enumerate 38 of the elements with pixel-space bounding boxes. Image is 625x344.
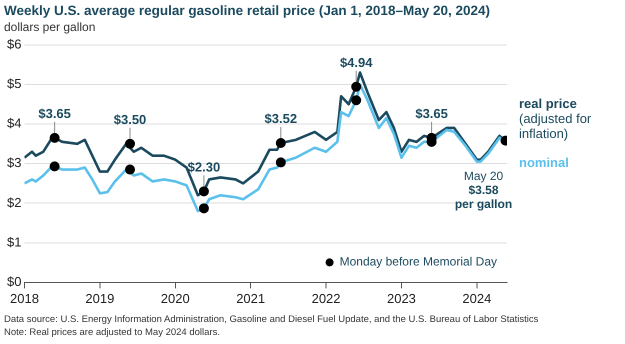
point [198,186,209,196]
point [276,138,286,148]
series-label: real price (adjusted for inflation) [519,96,592,141]
data-label: $3.52 [264,111,298,126]
point [125,164,136,175]
x-tick-label: 2018 [10,290,39,306]
chart-subtitle: dollars per gallon [4,20,96,34]
data-label: $3.50 [114,112,146,127]
y-tick-label: $2 [6,194,22,210]
x-tick-label: 2023 [386,290,416,306]
y-tick-label: $0 [6,274,22,289]
text: Note: Real prices are adjusted to May 2024 dollars. [4,326,221,339]
data-label: $3.65 [415,106,448,121]
chart-title: Weekly U.S. average regular gasoline retail price (Jan 1, 2018–May 20, 2024) [4,3,490,18]
x-tick-label: 2021 [236,290,266,306]
point [276,157,286,168]
x-tick-label: 2020 [160,290,190,306]
legend-label: Monday before Memorial Day [340,254,498,269]
source-note: Data source: U.S. Energy Information Administration, Gasoline and Diesel Fuel Update, and the U.S. Bureau of Labor Statistics [4,313,538,326]
data-label: $3.65 [38,106,71,121]
x-tick-label: 2022 [312,290,341,306]
point [50,132,60,143]
series-label: nominal [519,155,569,170]
point [198,203,209,214]
point [125,138,136,149]
annotation: May 20 $3.58 per gallon [454,168,512,211]
data-label: $4.94 [340,54,374,70]
x-tick-label: 2024 [462,290,492,306]
x-tick-label: 2019 [85,290,114,306]
y-tick-label: $5 [6,76,22,91]
data-label: $2.30 [188,159,220,174]
point [50,161,60,172]
y-tick-label: $4 [6,116,22,131]
point [351,82,362,92]
y-tick-label: $1 [6,234,22,250]
point [351,95,362,106]
y-tick-label: $3 [6,155,22,170]
y-tick-label: $6 [6,36,22,52]
